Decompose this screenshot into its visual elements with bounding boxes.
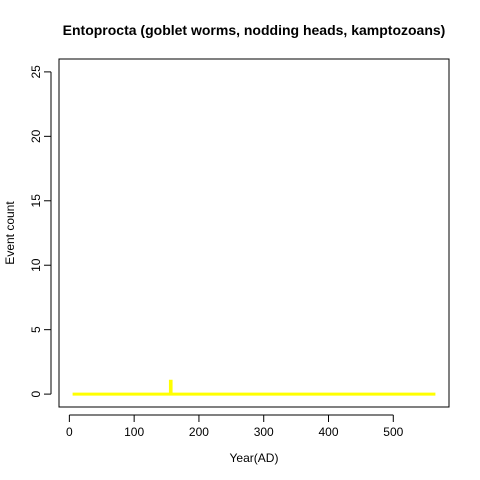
x-tick-label: 400 — [318, 425, 338, 439]
y-axis-label: Event count — [3, 201, 17, 265]
x-tick-label: 0 — [66, 425, 73, 439]
y-tick-label: 10 — [29, 258, 43, 272]
chart-title: Entoprocta (goblet worms, nodding heads,… — [63, 22, 446, 38]
x-axis-label: Year(AD) — [230, 451, 279, 465]
series-layer — [72, 379, 436, 396]
plot-area-frame — [58, 58, 450, 408]
y-tick-label: 20 — [29, 129, 43, 143]
y-tick-label: 0 — [29, 390, 43, 397]
x-tick-label: 300 — [254, 425, 274, 439]
y-tick-label: 25 — [29, 65, 43, 79]
y-axis: 0 5 10 15 20 25 — [29, 65, 52, 397]
x-tick-label: 100 — [124, 425, 144, 439]
x-tick-label: 200 — [189, 425, 209, 439]
x-axis: 0 100 200 300 400 500 — [66, 414, 404, 439]
x-tick-label: 500 — [383, 425, 403, 439]
y-tick-label: 5 — [29, 326, 43, 333]
series-line — [72, 379, 436, 396]
y-tick-label: 15 — [29, 194, 43, 208]
